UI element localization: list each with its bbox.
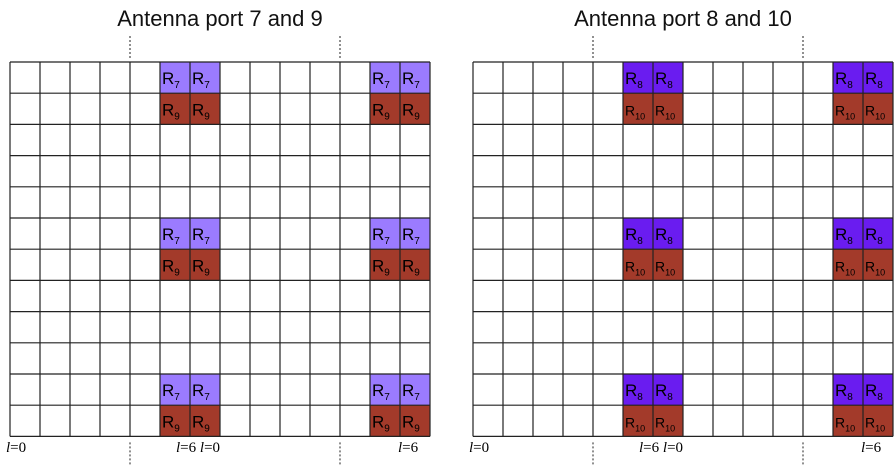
rs-cell-upper (623, 62, 653, 94)
rs-cell-upper (653, 62, 683, 94)
axis-eq: =0 (473, 440, 490, 456)
rs-cell-upper (190, 62, 220, 94)
rs-cell-upper (400, 374, 430, 406)
axis-var: l (199, 440, 205, 456)
rs-cell-lower (833, 249, 863, 281)
rs-cell-lower (623, 249, 653, 281)
rs-cell-lower (863, 249, 893, 281)
rs-cell-lower (623, 93, 653, 125)
axis-label-l0: l=0 (6, 440, 26, 457)
rs-cell-lower (190, 249, 220, 281)
rs-cell-lower (160, 249, 190, 281)
axis-label-l6: l=6 (398, 440, 418, 457)
rs-cell-upper (623, 374, 653, 406)
rs-cell-upper (623, 218, 653, 250)
rs-cell-upper (833, 62, 863, 94)
axis-eq: =6 (402, 440, 419, 456)
axis-eq: =6 (865, 440, 882, 456)
rs-cell-lower (370, 405, 400, 437)
axis-var: l (398, 440, 403, 456)
rs-cell-lower (863, 93, 893, 125)
axis-label-mid: l=6 l=0 (639, 440, 683, 457)
rs-cell-upper (370, 374, 400, 406)
rs-cell-lower (190, 93, 220, 125)
rs-cell-upper (190, 218, 220, 250)
axis-var: l (469, 440, 474, 456)
axis-var: l (6, 440, 11, 456)
axis-label-l0: l=0 (469, 440, 489, 457)
rs-cell-lower (160, 405, 190, 437)
rs-cell-lower (833, 405, 863, 437)
rs-cell-lower (370, 93, 400, 125)
panel-title: Antenna port 8 and 10 (574, 6, 792, 31)
rs-cell-upper (400, 62, 430, 94)
axis-eq: =6 (180, 440, 197, 456)
resource-grid-7-9: R7R9R7R9R7R9R7R9R7R9R7R9R7R9R7R9R7R9R7R9… (9, 36, 431, 466)
panel-antenna-7-9: Antenna port 7 and 9 R7 R9 R7 R9 R7 R9 R7 R9 R7 R… (6, 0, 431, 466)
axis-eq: =6 (643, 440, 660, 456)
rs-cell-upper (160, 374, 190, 406)
axis-var: l (639, 440, 644, 456)
rs-cell-upper (833, 218, 863, 250)
axis-eq: =0 (10, 440, 27, 456)
rs-cell-upper (160, 62, 190, 94)
rs-cell-lower (160, 93, 190, 125)
rs-cell-lower (400, 249, 430, 281)
rs-cell-upper (653, 374, 683, 406)
rs-cell-upper (863, 374, 893, 406)
axis-eq: =0 (204, 440, 221, 456)
axis-label-mid: l=6 l=0 (176, 440, 220, 457)
rs-cell-upper (370, 218, 400, 250)
rs-cell-lower (623, 405, 653, 437)
rs-cell-lower (190, 405, 220, 437)
rs-cell-lower (863, 405, 893, 437)
rs-cell-lower (653, 93, 683, 125)
rs-cell-upper (190, 374, 220, 406)
rs-cell-upper (863, 218, 893, 250)
rs-cell-upper (400, 218, 430, 250)
rs-cell-lower (653, 249, 683, 281)
rs-cell-lower (370, 249, 400, 281)
resource-grid-8-10: R8R10R8R10R8R10R8R10R8R10R8R10R8R10R8R10… (472, 36, 894, 466)
rs-cell-upper (833, 374, 863, 406)
axis-var: l (861, 440, 866, 456)
rs-cell-upper (653, 218, 683, 250)
panel-title: Antenna port 7 and 9 (117, 6, 323, 31)
axis-label-l6: l=6 (861, 440, 881, 457)
rs-cell-upper (863, 62, 893, 94)
rs-cell-lower (833, 93, 863, 125)
rs-cell-lower (400, 405, 430, 437)
rs-cell-upper (370, 62, 400, 94)
axis-var: l (176, 440, 181, 456)
rs-cell-upper (160, 218, 190, 250)
axis-var: l (662, 440, 668, 456)
rs-cell-lower (653, 405, 683, 437)
panel-antenna-8-10: Antenna port 8 and 10 R8 R10 R8 R10 R8 R10 R8 R… (469, 0, 894, 466)
axis-eq: =0 (667, 440, 684, 456)
rs-cell-lower (400, 93, 430, 125)
